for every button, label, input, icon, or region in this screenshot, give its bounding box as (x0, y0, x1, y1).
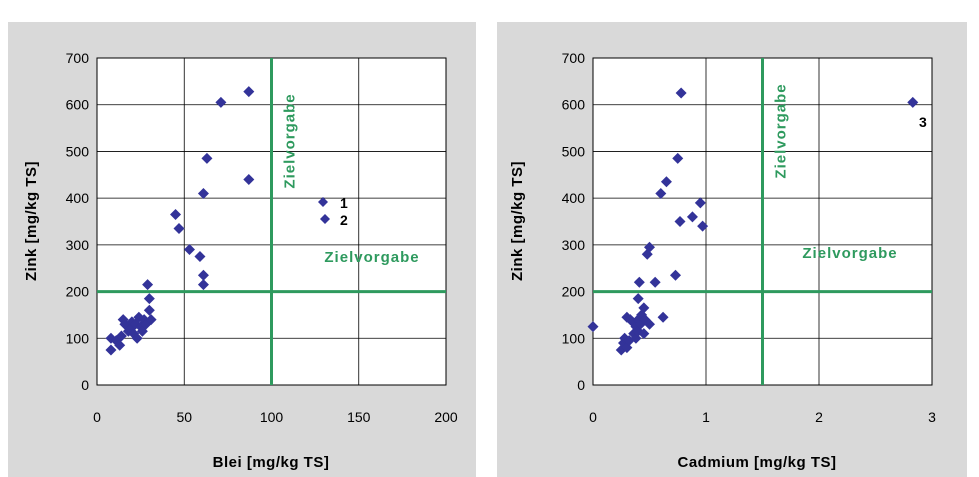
data-point (686, 211, 698, 223)
data-point (143, 293, 155, 305)
data-point (649, 276, 661, 288)
data-point (197, 279, 209, 291)
y-tick-label: 200 (66, 284, 90, 300)
data-points (587, 87, 919, 356)
y-axis-label: Zink [mg/kg TS] (23, 161, 40, 281)
x-tick-label: 2 (815, 409, 823, 425)
legend-marker-1 (318, 197, 328, 207)
data-point (173, 223, 185, 235)
y-tick-labels: 0 100 200 300 400 500 600 700 (562, 50, 586, 393)
data-point (145, 314, 157, 326)
x-axis-label: Cadmium [mg/kg TS] (677, 454, 836, 471)
data-point (697, 220, 709, 232)
x-tick-label: 200 (434, 409, 458, 425)
data-point (657, 311, 669, 323)
x-axis-label: Blei [mg/kg TS] (213, 454, 330, 471)
point-annotation-3: 3 (919, 114, 927, 130)
data-point (143, 304, 155, 316)
target-label-horizontal: Zielvorgabe (324, 249, 419, 266)
legend-marker-2 (320, 214, 330, 224)
data-point (201, 152, 213, 164)
target-lines (97, 58, 446, 385)
target-label-vertical: Zielvorgabe (282, 93, 299, 188)
legend-label-2: 2 (340, 212, 348, 228)
data-point (197, 269, 209, 281)
data-point (115, 330, 127, 342)
x-tick-labels: 0 50 100 150 200 (93, 409, 458, 425)
data-point (131, 332, 143, 344)
y-tick-label: 500 (66, 143, 90, 159)
y-tick-label: 0 (81, 377, 89, 393)
y-axis-label: Zink [mg/kg TS] (509, 161, 526, 281)
y-tick-label: 600 (562, 97, 586, 113)
y-tick-label: 200 (562, 284, 586, 300)
x-tick-label: 50 (176, 409, 192, 425)
data-point (243, 173, 255, 185)
y-tick-label: 500 (562, 143, 586, 159)
data-point (672, 152, 684, 164)
chart-panel-blei: 0 100 200 300 400 500 600 700 0 50 100 150 200 Ziel… (8, 22, 476, 477)
data-point (183, 244, 195, 256)
x-tick-label: 150 (347, 409, 371, 425)
data-point (243, 86, 255, 98)
y-tick-label: 400 (562, 190, 586, 206)
data-point (660, 176, 672, 188)
x-tick-label: 3 (928, 409, 936, 425)
legend-label-1: 1 (340, 195, 348, 211)
y-tick-label: 0 (577, 377, 585, 393)
target-label-vertical: Zielvorgabe (773, 83, 790, 178)
data-point (142, 279, 154, 291)
target-label-horizontal: Zielvorgabe (802, 245, 897, 262)
legend: 1 2 (318, 195, 348, 228)
x-tick-labels: 0 1 2 3 (589, 409, 936, 425)
data-point (669, 269, 681, 281)
y-tick-labels: 0 100 200 300 400 500 600 700 (66, 50, 90, 393)
data-point (105, 344, 117, 356)
y-tick-label: 400 (66, 190, 90, 206)
y-tick-label: 300 (66, 237, 90, 253)
data-point (215, 96, 227, 108)
y-tick-label: 700 (562, 50, 586, 66)
y-tick-label: 100 (562, 330, 586, 346)
data-point (194, 251, 206, 263)
data-point (197, 187, 209, 199)
data-point (655, 187, 667, 199)
x-tick-label: 0 (93, 409, 101, 425)
y-tick-label: 600 (66, 97, 90, 113)
target-lines (593, 58, 932, 385)
data-point (638, 302, 650, 314)
data-point (632, 293, 644, 305)
data-point (587, 321, 599, 333)
y-tick-label: 300 (562, 237, 586, 253)
data-point (907, 96, 919, 108)
data-point (674, 216, 686, 227)
data-points (105, 86, 255, 356)
data-point (633, 276, 645, 288)
x-tick-label: 1 (702, 409, 710, 425)
data-point (644, 241, 655, 253)
data-point (644, 318, 655, 330)
y-tick-label: 700 (66, 50, 90, 66)
data-point (694, 197, 706, 209)
x-tick-label: 0 (589, 409, 597, 425)
data-point (170, 208, 182, 220)
data-point (638, 328, 650, 340)
y-tick-label: 100 (66, 330, 90, 346)
data-point (675, 87, 687, 99)
x-tick-label: 100 (260, 409, 284, 425)
data-point (114, 339, 126, 351)
